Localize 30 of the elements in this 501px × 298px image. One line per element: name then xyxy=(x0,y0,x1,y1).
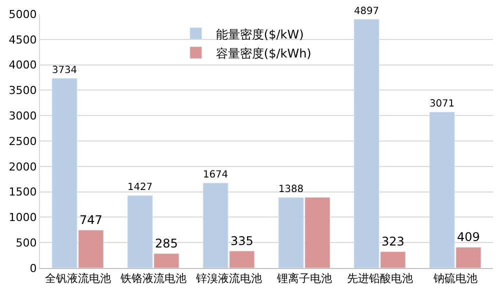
y-tick-label: 4000 xyxy=(8,58,37,72)
y-tick-label: 2500 xyxy=(8,134,37,148)
data-label: 1427 xyxy=(127,182,153,194)
data-label: 1674 xyxy=(202,169,228,180)
legend-label: 能量密度($/kW) xyxy=(216,27,304,42)
x-tick-label: 全钒液流电池 xyxy=(44,272,111,286)
y-tick-label: 1000 xyxy=(8,211,37,224)
x-tick-label: 铁铬液流电池 xyxy=(119,272,186,286)
data-label: 1388 xyxy=(278,184,304,196)
data-label: 335 xyxy=(230,234,254,248)
data-label: 4897 xyxy=(354,6,380,17)
y-tick-label: 2000 xyxy=(8,160,37,174)
y-tick-label: 5000 xyxy=(8,8,37,21)
data-label: 323 xyxy=(382,234,404,249)
y-tick-label: 4500 xyxy=(8,33,37,46)
legend-label: 容量密度($/kWh) xyxy=(216,46,312,60)
x-tick-label: 锌溴液流电池 xyxy=(194,272,262,286)
x-tick-label: 锂离子电池 xyxy=(276,272,332,286)
x-tick-label: 先进铅酸电池 xyxy=(346,272,413,286)
y-tick-label: 0 xyxy=(30,262,37,275)
y-tick-label: 3500 xyxy=(8,84,37,98)
data-label: 285 xyxy=(155,236,178,251)
data-label: 747 xyxy=(80,213,102,228)
y-tick-label: 500 xyxy=(16,236,37,250)
data-label: 3734 xyxy=(52,64,78,76)
data-label: 3071 xyxy=(429,98,455,110)
data-label: 409 xyxy=(457,230,480,244)
y-tick-label: 1500 xyxy=(8,186,37,199)
x-tick-label: 钠硫电池 xyxy=(432,272,478,286)
y-tick-label: 3000 xyxy=(8,109,37,122)
